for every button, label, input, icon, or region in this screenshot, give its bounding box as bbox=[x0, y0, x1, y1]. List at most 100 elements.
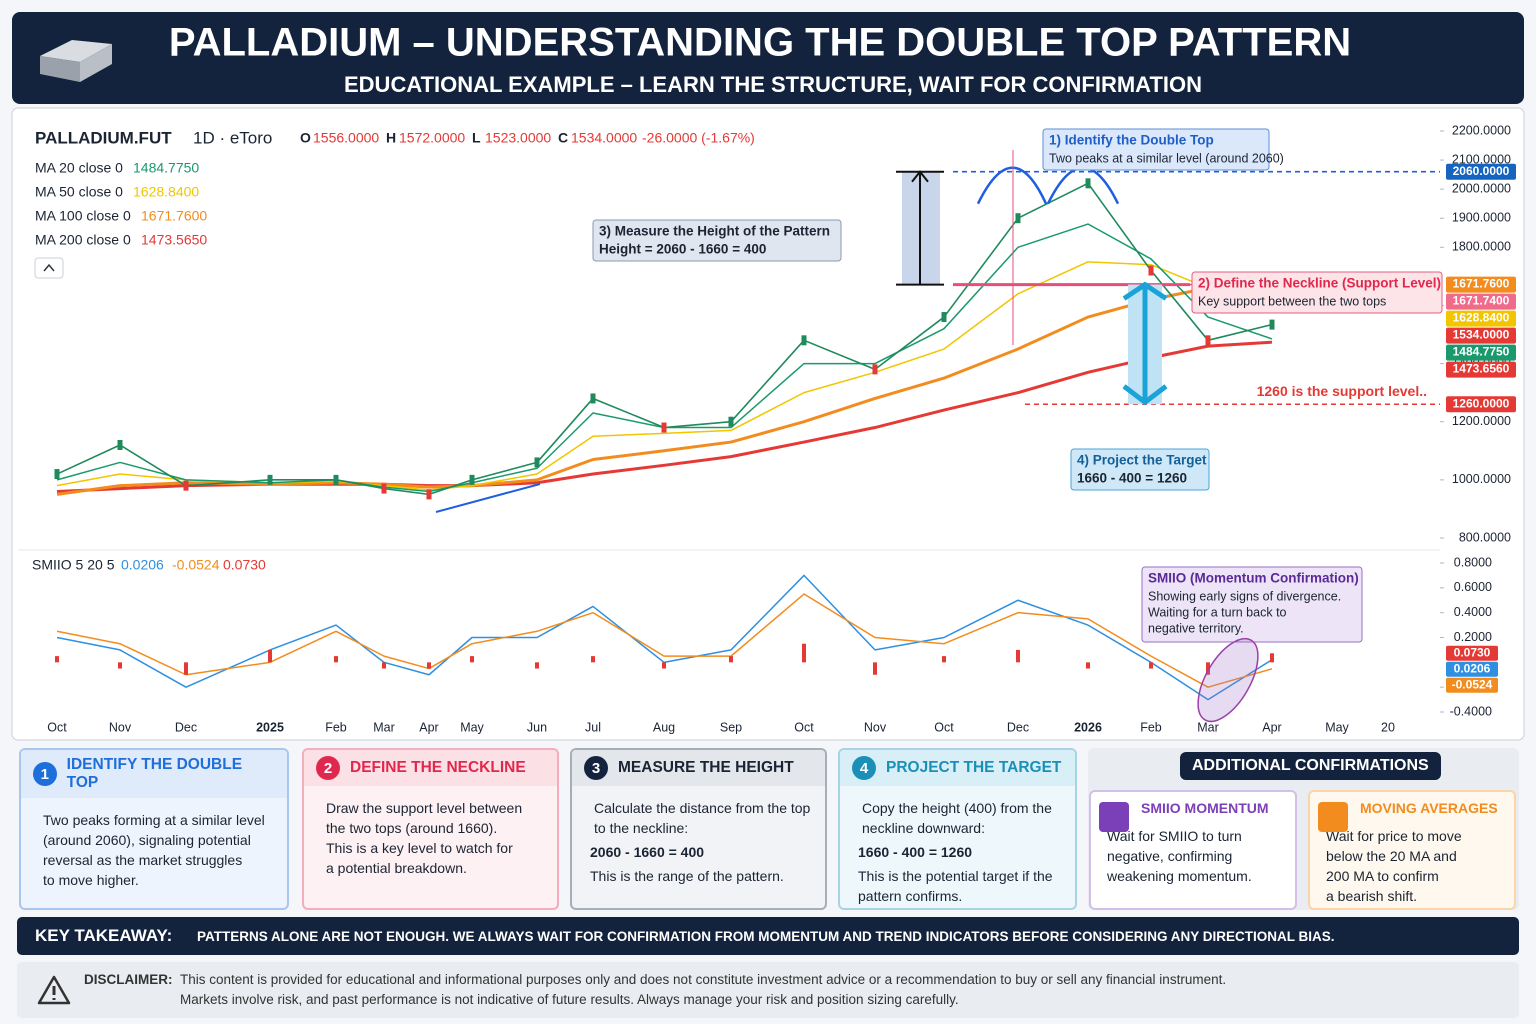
histogram-bar bbox=[1086, 662, 1090, 669]
series-line bbox=[56, 593, 1273, 688]
confirmation-icon bbox=[1318, 802, 1348, 832]
ohlc-value: 1534.0000 bbox=[571, 130, 637, 146]
y-tick-label: 1000.0000 bbox=[1452, 472, 1511, 486]
candle bbox=[54, 469, 60, 480]
x-tick-label: Jul bbox=[585, 720, 601, 734]
histogram-bar bbox=[802, 643, 806, 663]
collapse-button[interactable] bbox=[34, 257, 64, 279]
ohlc-key: O bbox=[300, 130, 311, 146]
step-header: 2 DEFINE THE NECKLINE bbox=[304, 750, 557, 786]
osc-tag bbox=[1446, 677, 1498, 693]
page-subtitle: EDUCATIONAL EXAMPLE – LEARN THE STRUCTUR… bbox=[344, 72, 1202, 97]
osc-legend-value: -0.0524 bbox=[172, 557, 220, 573]
y-tick-label: 2200.0000 bbox=[1452, 123, 1511, 137]
osc-tag-label: 0.0206 bbox=[1454, 661, 1491, 675]
series-line bbox=[56, 223, 1273, 493]
confirmations-title: ADDITIONAL CONFIRMATIONS bbox=[1180, 752, 1441, 780]
step-text: to move higher. bbox=[43, 872, 139, 888]
disclaimer-text: This content is provided for educational… bbox=[180, 972, 1227, 987]
step-header: 1 IDENTIFY THE DOUBLE TOP bbox=[21, 750, 287, 798]
x-tick-label: May bbox=[460, 720, 484, 734]
annotation-box bbox=[1141, 566, 1363, 643]
histogram-bar bbox=[1270, 653, 1274, 663]
step-title: DEFINE THE NECKLINE bbox=[350, 759, 526, 776]
ohlc-key: H bbox=[386, 130, 396, 146]
takeaway-bar: KEY TAKEAWAY: PATTERNS ALONE ARE NOT ENOU… bbox=[17, 917, 1519, 955]
legend-name: MA 20 close 0 bbox=[35, 160, 123, 176]
histogram-bar bbox=[268, 649, 272, 663]
histogram-bar bbox=[591, 656, 595, 663]
disclaimer-label: DISCLAIMER: bbox=[84, 972, 173, 987]
step-text: to the neckline: bbox=[594, 820, 689, 836]
step-text: Draw the support level between bbox=[326, 800, 523, 816]
step-text: This is a key level to watch for bbox=[326, 840, 513, 856]
confirmation-card: MOVING AVERAGES Wait for price to move bel… bbox=[1308, 790, 1516, 910]
confirmation-title: MOVING AVERAGES bbox=[1360, 800, 1498, 816]
annotation-text: Two peaks at a similar level (around 206… bbox=[1049, 151, 1284, 165]
x-tick-label: Feb bbox=[1140, 720, 1162, 734]
step-card: 2 DEFINE THE NECKLINE Draw the support lev… bbox=[302, 748, 559, 910]
y-tick-label: 2100.0000 bbox=[1452, 152, 1511, 166]
price-tag bbox=[1446, 327, 1516, 344]
price-tag-label: 1671.7600 bbox=[1453, 277, 1510, 291]
ohlc-value: 1523.0000 bbox=[485, 130, 551, 146]
step-header: 3 MEASURE THE HEIGHT bbox=[572, 750, 825, 786]
price-tag-label: 1473.6560 bbox=[1453, 362, 1510, 376]
step-note: pattern confirms. bbox=[858, 888, 963, 904]
x-tick-label: Nov bbox=[109, 720, 132, 734]
annotation-box bbox=[1042, 128, 1270, 171]
candle bbox=[333, 474, 339, 485]
step-title: IDENTIFY THE DOUBLE TOP bbox=[66, 756, 243, 791]
price-tag-label: 1260.0000 bbox=[1453, 396, 1510, 410]
step-number: 2 bbox=[316, 756, 340, 780]
candle bbox=[1148, 265, 1154, 276]
x-tick-label: 2026 bbox=[1074, 720, 1102, 734]
histogram-bar bbox=[873, 662, 877, 675]
confirmation-text: below the 20 MA and bbox=[1326, 848, 1457, 864]
step-card: 1 IDENTIFY THE DOUBLE TOP Two peaks formin… bbox=[19, 748, 289, 910]
legend-value: 1671.7600 bbox=[141, 208, 207, 224]
histogram-bar bbox=[55, 656, 59, 663]
step-number: 4 bbox=[852, 756, 876, 780]
x-tick-label: Dec bbox=[1007, 720, 1029, 734]
y-tick-label: 0.4000 bbox=[1454, 605, 1492, 619]
histogram-bar bbox=[1206, 662, 1210, 675]
step-number: 1 bbox=[33, 762, 57, 786]
candle bbox=[1205, 335, 1211, 346]
symbol: PALLADIUM.FUT bbox=[35, 128, 172, 147]
candle bbox=[381, 483, 387, 494]
candle bbox=[661, 422, 667, 433]
histogram-bar bbox=[1149, 662, 1153, 669]
trend-line bbox=[435, 483, 541, 513]
confirmation-card: SMIIO MOMENTUM Wait for SMIIO to turn nega… bbox=[1089, 790, 1297, 910]
x-tick-label: 20 bbox=[1381, 720, 1395, 734]
candle bbox=[801, 335, 807, 346]
histogram-bar bbox=[470, 656, 474, 663]
y-tick-label: 800.0000 bbox=[1459, 530, 1511, 544]
ohlc-key: C bbox=[558, 130, 568, 146]
ohlc-value: 1572.0000 bbox=[399, 130, 465, 146]
step-formula: 1660 - 400 = 1260 bbox=[858, 844, 973, 860]
histogram-bar bbox=[1016, 649, 1020, 663]
confirmation-text: a bearish shift. bbox=[1326, 888, 1418, 904]
step-title: MEASURE THE HEIGHT bbox=[618, 759, 794, 776]
x-tick-label: Sep bbox=[720, 720, 742, 734]
legend-value: 1473.5650 bbox=[141, 232, 207, 248]
step-note: This is the potential target if the bbox=[858, 868, 1053, 884]
step-card: 4 PROJECT THE TARGET Copy the height (400)… bbox=[838, 748, 1077, 910]
step-formula: 2060 - 1660 = 400 bbox=[590, 844, 705, 860]
annotation-box bbox=[1070, 448, 1210, 491]
annotation-text: Key support between the two tops bbox=[1198, 294, 1386, 308]
candle bbox=[1269, 319, 1275, 330]
step-text: Two peaks forming at a similar level bbox=[43, 812, 265, 828]
osc-tag bbox=[1446, 661, 1498, 677]
target-arrow bbox=[1122, 281, 1168, 406]
legend-value: 1628.8400 bbox=[133, 184, 199, 200]
price-tag bbox=[1446, 361, 1516, 378]
confirmation-text: weakening momentum. bbox=[1107, 868, 1252, 884]
candle bbox=[117, 439, 123, 450]
candle bbox=[267, 474, 273, 485]
x-tick-label: Apr bbox=[419, 720, 438, 734]
